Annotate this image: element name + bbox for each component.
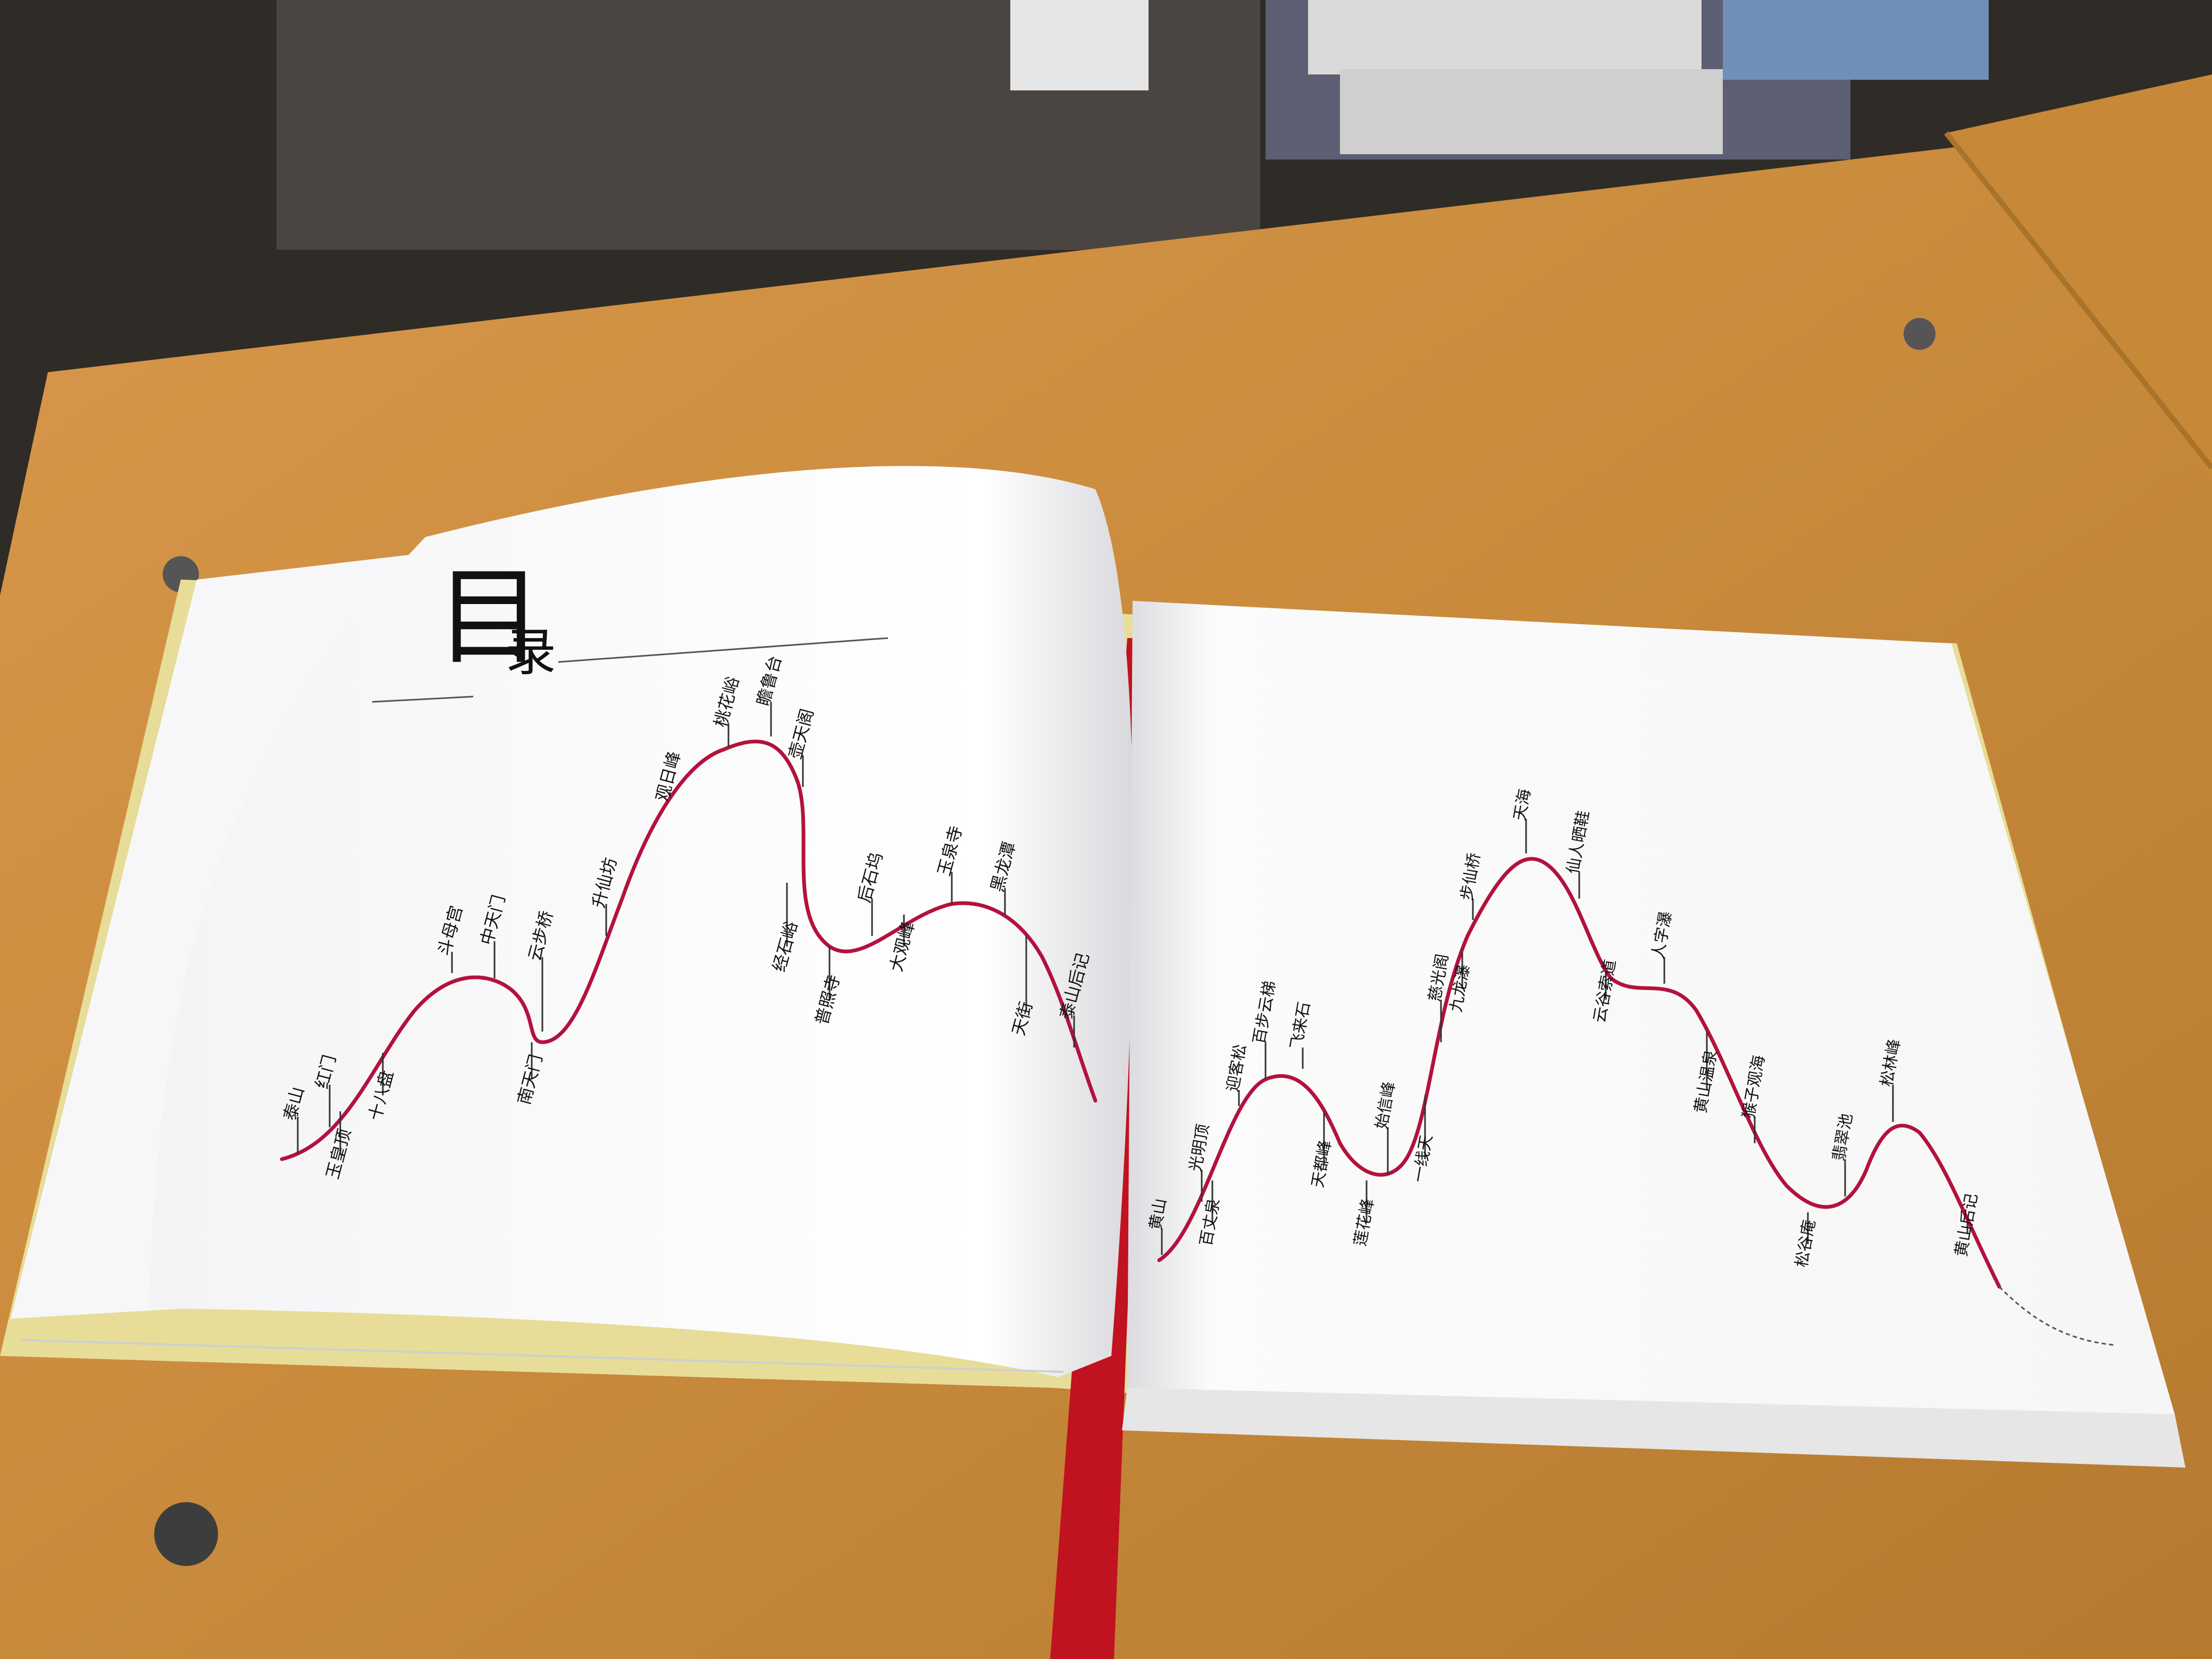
route-curve-left — [280, 739, 1097, 1161]
toc-title-big: 目 — [436, 556, 542, 680]
left-page — [11, 466, 1134, 1377]
right-page — [1122, 601, 2185, 1468]
toc-title-small: 录 — [505, 623, 556, 682]
route-curve-right — [1157, 857, 2001, 1289]
toc-title: 目 录 — [372, 556, 889, 703]
